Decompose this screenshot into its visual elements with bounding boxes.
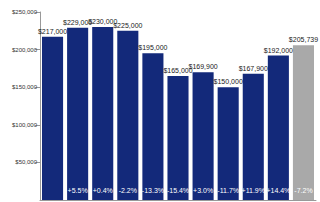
svg-text:-15.4%: -15.4%: [167, 187, 189, 194]
svg-text:+0.4%: +0.4%: [93, 187, 113, 194]
svg-text:-2.2%: -2.2%: [119, 187, 137, 194]
svg-text:-11.7%: -11.7%: [217, 187, 239, 194]
svg-text:$50,000: $50,000: [15, 159, 37, 165]
svg-text:$200,000: $200,000: [12, 47, 38, 53]
svg-text:$150,000: $150,000: [214, 78, 243, 85]
svg-text:$192,000: $192,000: [264, 47, 293, 54]
svg-text:$150,000: $150,000: [12, 84, 38, 90]
svg-text:$230,000: $230,000: [88, 18, 118, 25]
svg-text:+14.4%: +14.4%: [266, 187, 290, 194]
svg-text:+3.0%: +3.0%: [193, 187, 213, 194]
svg-text:$217,000: $217,000: [38, 28, 67, 35]
svg-text:$165,000: $165,000: [163, 66, 193, 74]
svg-text:+5.5%: +5.5%: [68, 187, 88, 194]
svg-text:$250,000: $250,000: [12, 9, 38, 15]
svg-text:+11.9%: +11.9%: [242, 187, 265, 194]
svg-text:-13.3%: -13.3%: [142, 187, 164, 194]
svg-text:$225,000: $225,000: [113, 22, 142, 29]
svg-text:$205,739: $205,739: [289, 36, 318, 43]
svg-text:$169,900: $169,900: [188, 63, 217, 70]
svg-text:$195,000: $195,000: [138, 44, 167, 51]
svg-text:$100,000: $100,000: [12, 122, 38, 128]
svg-text:-7.2%: -7.2%: [294, 187, 312, 194]
svg-text:$167,900: $167,900: [239, 65, 268, 72]
svg-text:$229,000: $229,000: [63, 18, 93, 26]
